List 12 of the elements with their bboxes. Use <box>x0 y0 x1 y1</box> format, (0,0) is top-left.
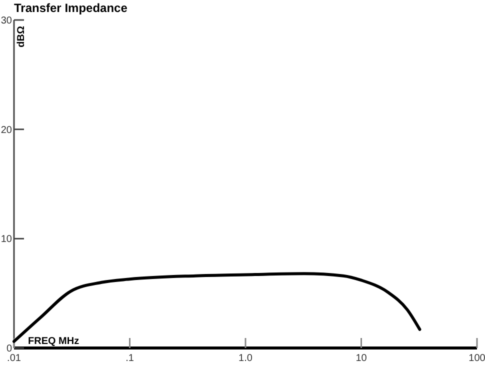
chart-title: Transfer Impedance <box>14 1 128 15</box>
x-tick-label: 1.0 <box>238 353 253 364</box>
x-tick-label: .01 <box>7 353 22 364</box>
x-tick-label: 100 <box>468 353 485 364</box>
y-tick-label: 30 <box>0 16 12 26</box>
y-axis-title: dBΩ <box>16 26 27 48</box>
y-tick-label: 10 <box>0 234 12 246</box>
x-tick-label: .1 <box>126 353 134 364</box>
y-tick-label: 0 <box>6 344 12 354</box>
x-axis-title: FREQ MHz <box>28 336 80 347</box>
y-tick-label: 20 <box>0 124 12 136</box>
x-tick-label: 10 <box>356 353 368 364</box>
